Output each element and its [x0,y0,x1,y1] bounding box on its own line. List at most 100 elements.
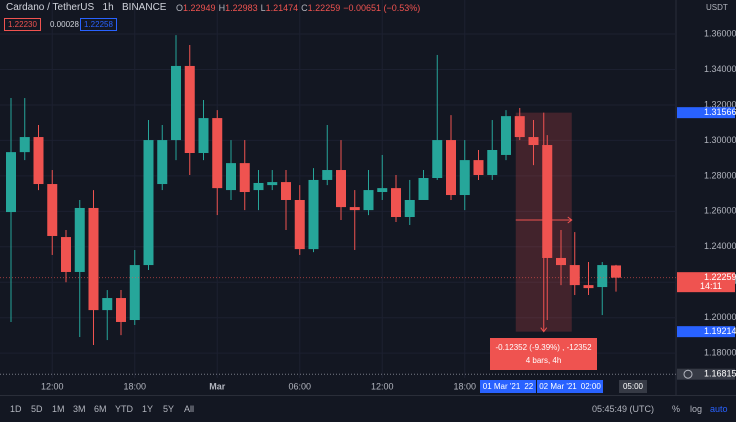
x-tick-label: 12:00 [371,381,394,391]
candle-body [47,184,58,236]
candle-body [171,65,181,141]
y-tick-label: 1.26000 [704,206,736,216]
candle-body [391,188,401,218]
candle-body [102,298,113,311]
candle-body [418,178,429,200]
interval[interactable]: 1h [102,2,114,13]
arrow-head [540,327,548,333]
y-tick-label: 1.24000 [704,241,736,251]
price-label: 1.16815 [704,369,736,379]
symbol-header: Cardano / TetherUS 1h BINANCE [6,2,166,13]
measure-change: -0.12352 (-9.39%) , -12352 [495,343,592,352]
range-button[interactable]: 1Y [142,404,154,414]
ohlc-value: 1.22983 [225,3,258,13]
time-highlight-text: 02:00 [580,382,601,391]
candle-body [569,265,580,286]
candle-body [281,182,291,200]
candle-body [514,116,525,138]
x-tick-label: Mar [209,381,226,391]
candle-body [226,163,236,191]
y-tick-label: 1.36000 [704,28,736,38]
candle-body [556,257,566,266]
range-button[interactable]: 3M [73,404,86,414]
candle-body [459,160,470,196]
y-tick-label: 1.32000 [704,99,736,109]
price-label: 1.19214 [704,326,736,336]
scale-option[interactable]: log [690,404,703,414]
price-label-bg [677,272,735,293]
time-highlight-text: 22 [524,382,534,391]
ohlc-key: H [218,3,226,13]
candle-body [349,207,360,211]
ask[interactable]: 1.22258 [80,18,117,31]
candle-body [157,140,168,185]
candle-body [404,199,415,218]
candle-body [116,298,126,322]
exchange: BINANCE [122,2,167,13]
range-button[interactable]: 1M [52,404,65,414]
ohlc-legend: O1.22949 H1.22983 L1.21474 C1.22259 −0.00651… [176,3,423,13]
candle-body [487,149,498,175]
measure-bars: 4 bars, 4h [525,356,562,365]
candle-body [143,140,154,266]
candle-body [239,163,250,193]
countdown: 14:11 [700,281,722,291]
candle-body [184,65,195,154]
price-label-bg [677,107,735,119]
candle-body [88,207,99,311]
ohlc-value: 1.21474 [265,3,299,13]
candle-body [528,137,539,146]
time-highlight: 02 Mar '21 02:00 [537,380,603,393]
candle-body [363,190,374,211]
candle-body [212,118,223,189]
change: −0.00651 (−0.53%) [343,3,421,13]
measure-tooltip: -0.12352 (-9.39%) , -12352 4 bars, 4h [490,338,597,370]
y-tick-label: 1.30000 [704,135,736,145]
time-highlight-text: 02 Mar '21 [539,382,577,391]
range-button[interactable]: 1D [10,404,22,414]
candle-body [129,265,140,321]
candle-body [542,145,553,258]
separator [0,395,736,396]
symbol[interactable]: Cardano / TetherUS [6,2,95,13]
range-button[interactable]: 6M [94,404,107,414]
range-button[interactable]: 5D [31,404,43,414]
arrow-head [567,216,573,224]
plus-button [683,369,693,379]
x-tick-label: 18:00 [123,381,146,391]
candle-body [74,207,85,272]
time-highlight-text: 01 Mar '21 [482,382,521,391]
candle-body [432,140,443,179]
candle-body [33,137,44,185]
y-tick-label: 1.28000 [704,170,736,180]
range-button[interactable]: All [184,404,195,414]
range-button[interactable]: YTD [115,404,133,414]
candle-body [583,285,594,289]
candle-body [501,116,511,155]
time-highlight: 01 Mar '21 22 [480,380,536,393]
candle-body [198,118,209,154]
scale-option[interactable]: auto [710,404,728,414]
ohlc-key: C [301,3,308,13]
candle-body [19,137,30,153]
candle-body [294,199,305,250]
candle-body [253,182,264,191]
candle-body [336,170,346,208]
ohlc-key: O [176,3,184,13]
candle-body [6,152,16,213]
time-highlight: 05:00 [619,380,647,393]
clock: 05:45:49 (UTC) [592,404,655,414]
scale-option[interactable]: % [672,404,681,414]
candle-body [446,140,456,196]
candle-body [473,160,484,175]
ohlc-value: 1.22949 [183,3,216,13]
y-tick-label: 1.34000 [704,64,736,74]
candle-body [377,188,388,193]
ohlc-key: L [260,3,266,13]
bid[interactable]: 1.22230 [4,18,41,31]
range-button[interactable]: 5Y [163,404,175,414]
currency: USDT [706,3,728,12]
candle-body [308,179,319,250]
